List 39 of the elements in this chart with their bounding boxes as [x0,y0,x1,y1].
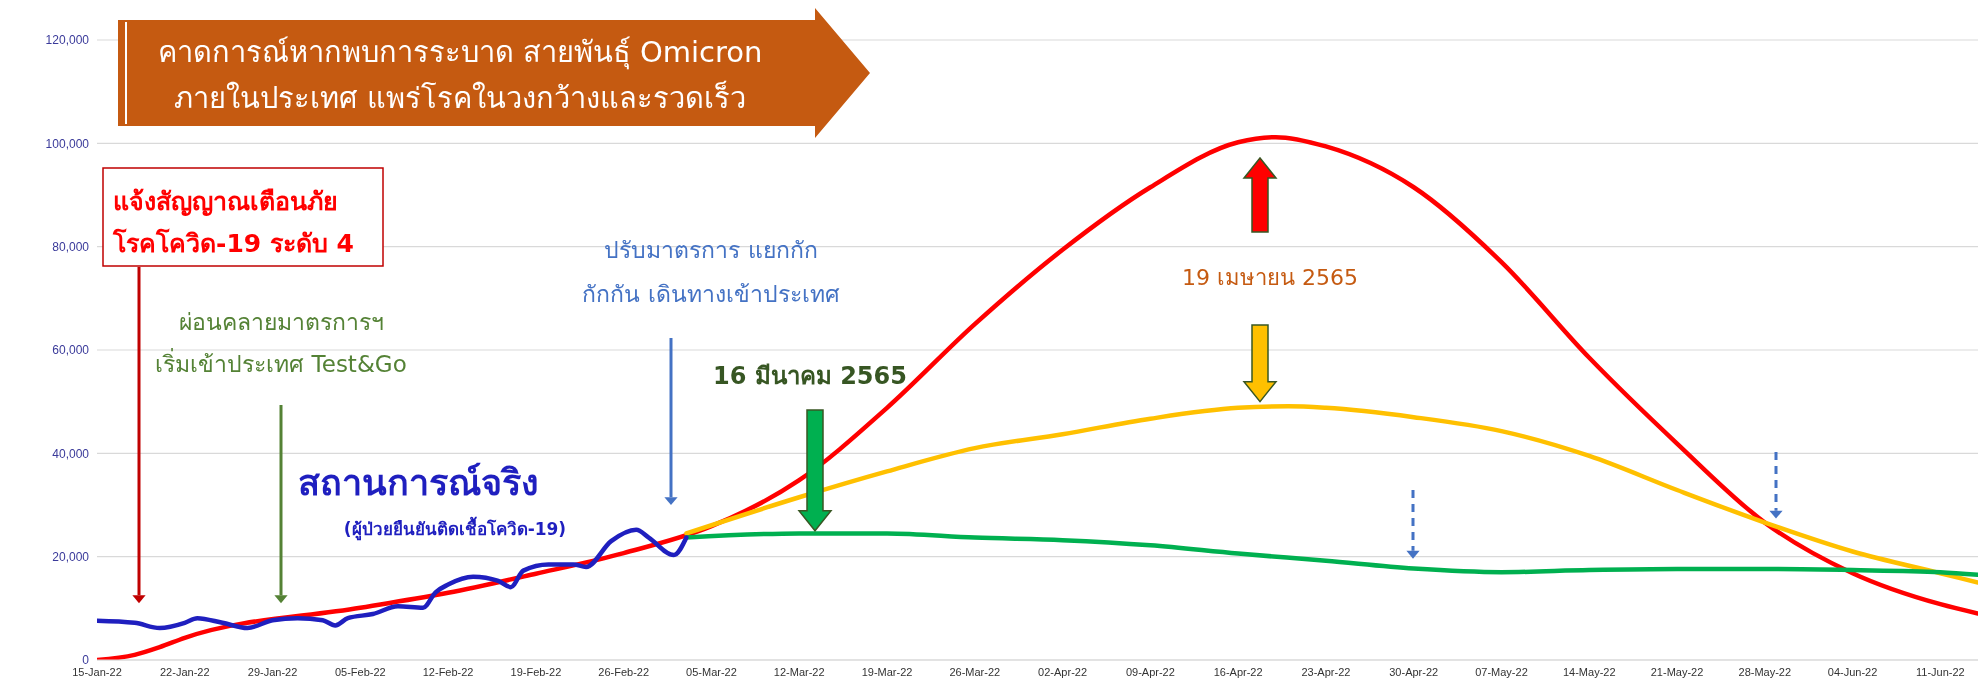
x-tick-label: 21-May-22 [1650,665,1704,678]
x-tick-label: 23-Apr-22 [1301,665,1351,678]
annotation: คาดการณ์หากพบการระบาด สายพันธุ์ Omicron ภายในประเทศ แพร่โรคในวงกว้างและรวดเร็ว [157,35,763,115]
y-tick-label: 100,000 [45,136,90,151]
x-tick-label: 07-May-22 [1475,665,1528,678]
x-tick-label: 02-Apr-22 [1038,665,1088,678]
x-tick-label: 26-Mar-22 [949,665,1001,678]
y-tick-label: 20,000 [52,549,90,564]
x-tick-label: 19-Feb-22 [510,665,562,678]
y-tick-label: 80,000 [52,239,90,254]
x-tick-label: 12-Feb-22 [422,665,474,678]
x-tick-label: 29-Jan-22 [247,665,298,678]
x-tick-label: 19-Mar-22 [861,665,913,678]
annotation: (ผู้ป่วยยืนยันติดเชื้อโควิด-19) [343,516,567,541]
x-tick-label: 12-Mar-22 [773,665,825,678]
x-tick-label: 22-Jan-22 [160,665,210,678]
annotation: แจ้งสัญญาณเตือนภัย โรคโควิด-19 ระดับ 4 [112,187,354,258]
x-tick-label: 16-Apr-22 [1213,665,1263,678]
x-tick-label: 30-Apr-22 [1389,665,1439,678]
x-tick-label: 04-Jun-22 [1827,665,1878,678]
x-tick-label: 26-Feb-22 [598,665,650,678]
y-tick-label: 0 [82,653,90,668]
x-tick-label: 05-Mar-22 [686,665,737,678]
y-tick-label: 60,000 [52,343,90,358]
x-tick-label: 05-Feb-22 [334,665,386,678]
annotation: 16 มีนาคม 2565 [713,362,907,390]
annotation: ปรับมาตรการ แยกกัก กักกัน เดินทางเข้าประเทศ [582,237,840,307]
x-tick-label: 09-Apr-22 [1125,665,1175,678]
line-series [684,404,1978,585]
annotation: ผ่อนคลายมาตรการฯ เริ่มเข้าประเทศ Test&Go [155,309,407,377]
line-series [684,531,1978,577]
x-tick-label: 14-May-22 [1562,665,1616,678]
annotation: สถานการณ์จริง [297,462,539,503]
y-tick-label: 40,000 [52,446,90,461]
x-tick-label: 15-Jan-22 [72,665,122,678]
y-tick-label: 120,000 [45,33,90,48]
x-tick-label: 11-Jun-22 [1916,665,1965,678]
x-tick-label: 28-May-22 [1738,665,1792,678]
annotation: 19 เมษายน 2565 [1182,265,1358,290]
